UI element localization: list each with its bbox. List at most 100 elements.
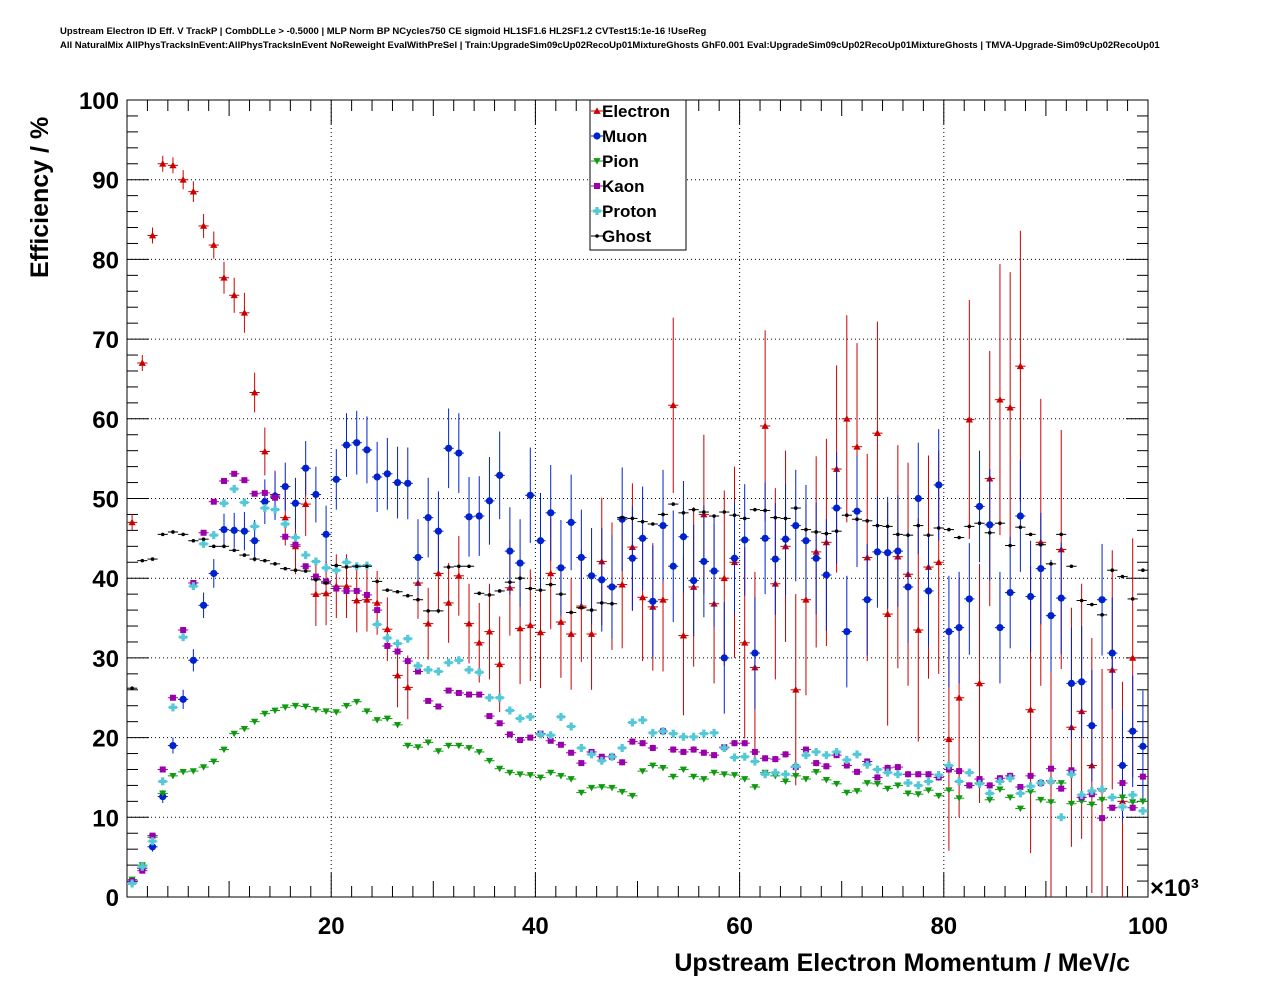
electron-point xyxy=(455,572,463,579)
electron-point xyxy=(659,596,667,603)
y-tick-label: 20 xyxy=(92,726,119,753)
kaon-point xyxy=(649,744,656,751)
ghost-point xyxy=(1069,564,1074,569)
legend-marker-proton xyxy=(593,207,602,215)
proton-point xyxy=(761,770,770,779)
muon-point xyxy=(465,513,473,521)
pion-point xyxy=(1139,798,1147,805)
ghost-point xyxy=(467,564,471,569)
proton-point xyxy=(618,743,627,752)
muon-point xyxy=(710,567,718,575)
muon-point xyxy=(884,549,892,557)
proton-point xyxy=(1006,774,1015,783)
proton-point xyxy=(781,770,790,779)
muon-point xyxy=(924,587,933,595)
kaon-point xyxy=(619,759,626,766)
proton-point xyxy=(536,730,545,739)
electron-point xyxy=(516,624,524,632)
kaon-point xyxy=(557,741,564,748)
series-ghost xyxy=(127,502,1148,690)
muon-point xyxy=(587,572,596,580)
kaon-point xyxy=(1099,815,1106,822)
y-tick-label: 10 xyxy=(92,805,119,832)
electron-point xyxy=(148,231,157,239)
ghost-point xyxy=(773,515,778,520)
pion-point xyxy=(587,784,596,792)
pion-point xyxy=(904,790,912,797)
pion-point xyxy=(567,776,575,783)
muon-point xyxy=(975,502,984,511)
pion-point xyxy=(281,704,289,711)
proton-point xyxy=(1057,813,1066,822)
muon-point xyxy=(669,562,677,570)
kaon-point xyxy=(1017,784,1024,791)
proton-point xyxy=(1108,793,1117,802)
proton-point xyxy=(434,667,443,676)
proton-point xyxy=(505,706,514,715)
muon-point xyxy=(230,526,238,534)
muon-point xyxy=(1006,588,1014,597)
electron-point xyxy=(179,176,187,183)
ghost-point xyxy=(926,533,931,537)
kaon-point xyxy=(639,740,646,747)
legend: Electron Muon Pion Kaon Proton Ghost xyxy=(589,99,687,251)
kaon-point xyxy=(384,642,391,649)
kaon-point xyxy=(1048,765,1055,772)
kaon-point xyxy=(711,752,718,759)
pion-point xyxy=(598,784,606,791)
ghost-point xyxy=(998,521,1002,526)
ghost-point xyxy=(640,519,645,524)
series-muon xyxy=(127,408,1148,886)
ghost-point xyxy=(1141,568,1145,573)
pion-point xyxy=(312,706,320,714)
electron-point xyxy=(138,359,146,366)
ghost-point xyxy=(681,511,686,515)
electron-point xyxy=(302,500,310,507)
kaon-point xyxy=(782,751,789,758)
muon-point xyxy=(547,509,555,517)
ghost-point xyxy=(293,568,298,573)
electron-point xyxy=(230,291,238,299)
proton-point xyxy=(271,505,280,514)
proton-point xyxy=(454,656,463,665)
proton-point xyxy=(730,753,739,762)
electron-point xyxy=(169,161,177,169)
electron-point xyxy=(199,222,208,229)
proton-point xyxy=(424,665,433,674)
ghost-point xyxy=(385,588,390,592)
kaon-point xyxy=(241,477,248,484)
kaon-point xyxy=(272,494,279,501)
ghost-point xyxy=(222,544,226,549)
muon-point xyxy=(720,654,728,662)
electron-point xyxy=(281,514,289,521)
proton-point xyxy=(413,661,422,670)
pion-point xyxy=(496,765,504,773)
proton-point xyxy=(301,551,310,560)
electron-point xyxy=(720,574,728,582)
proton-point xyxy=(577,743,586,752)
ghost-point xyxy=(691,507,696,512)
muon-point xyxy=(832,504,841,512)
electron-point xyxy=(587,630,596,637)
y-tick-labels: 0 10 20 30 40 50 60 70 80 90 100 xyxy=(79,88,119,912)
muon-point xyxy=(1139,742,1147,750)
electron-point xyxy=(741,639,749,646)
legend-box xyxy=(589,99,687,251)
muon-point xyxy=(822,571,830,579)
muon-point xyxy=(485,497,494,505)
electron-point xyxy=(1016,362,1024,370)
pion-point xyxy=(424,739,432,746)
electron-point xyxy=(853,443,861,450)
kaon-point xyxy=(1119,780,1126,787)
electron-point xyxy=(873,429,882,437)
legend-label-muon: Muon xyxy=(602,127,647,146)
ghost-point xyxy=(1130,597,1135,601)
muon-point xyxy=(598,576,606,584)
muon-point xyxy=(792,521,800,530)
ghost-point xyxy=(977,521,982,526)
electron-point xyxy=(261,447,269,455)
ghost-point xyxy=(344,565,349,569)
proton-point xyxy=(546,731,555,740)
pion-point xyxy=(414,744,422,751)
